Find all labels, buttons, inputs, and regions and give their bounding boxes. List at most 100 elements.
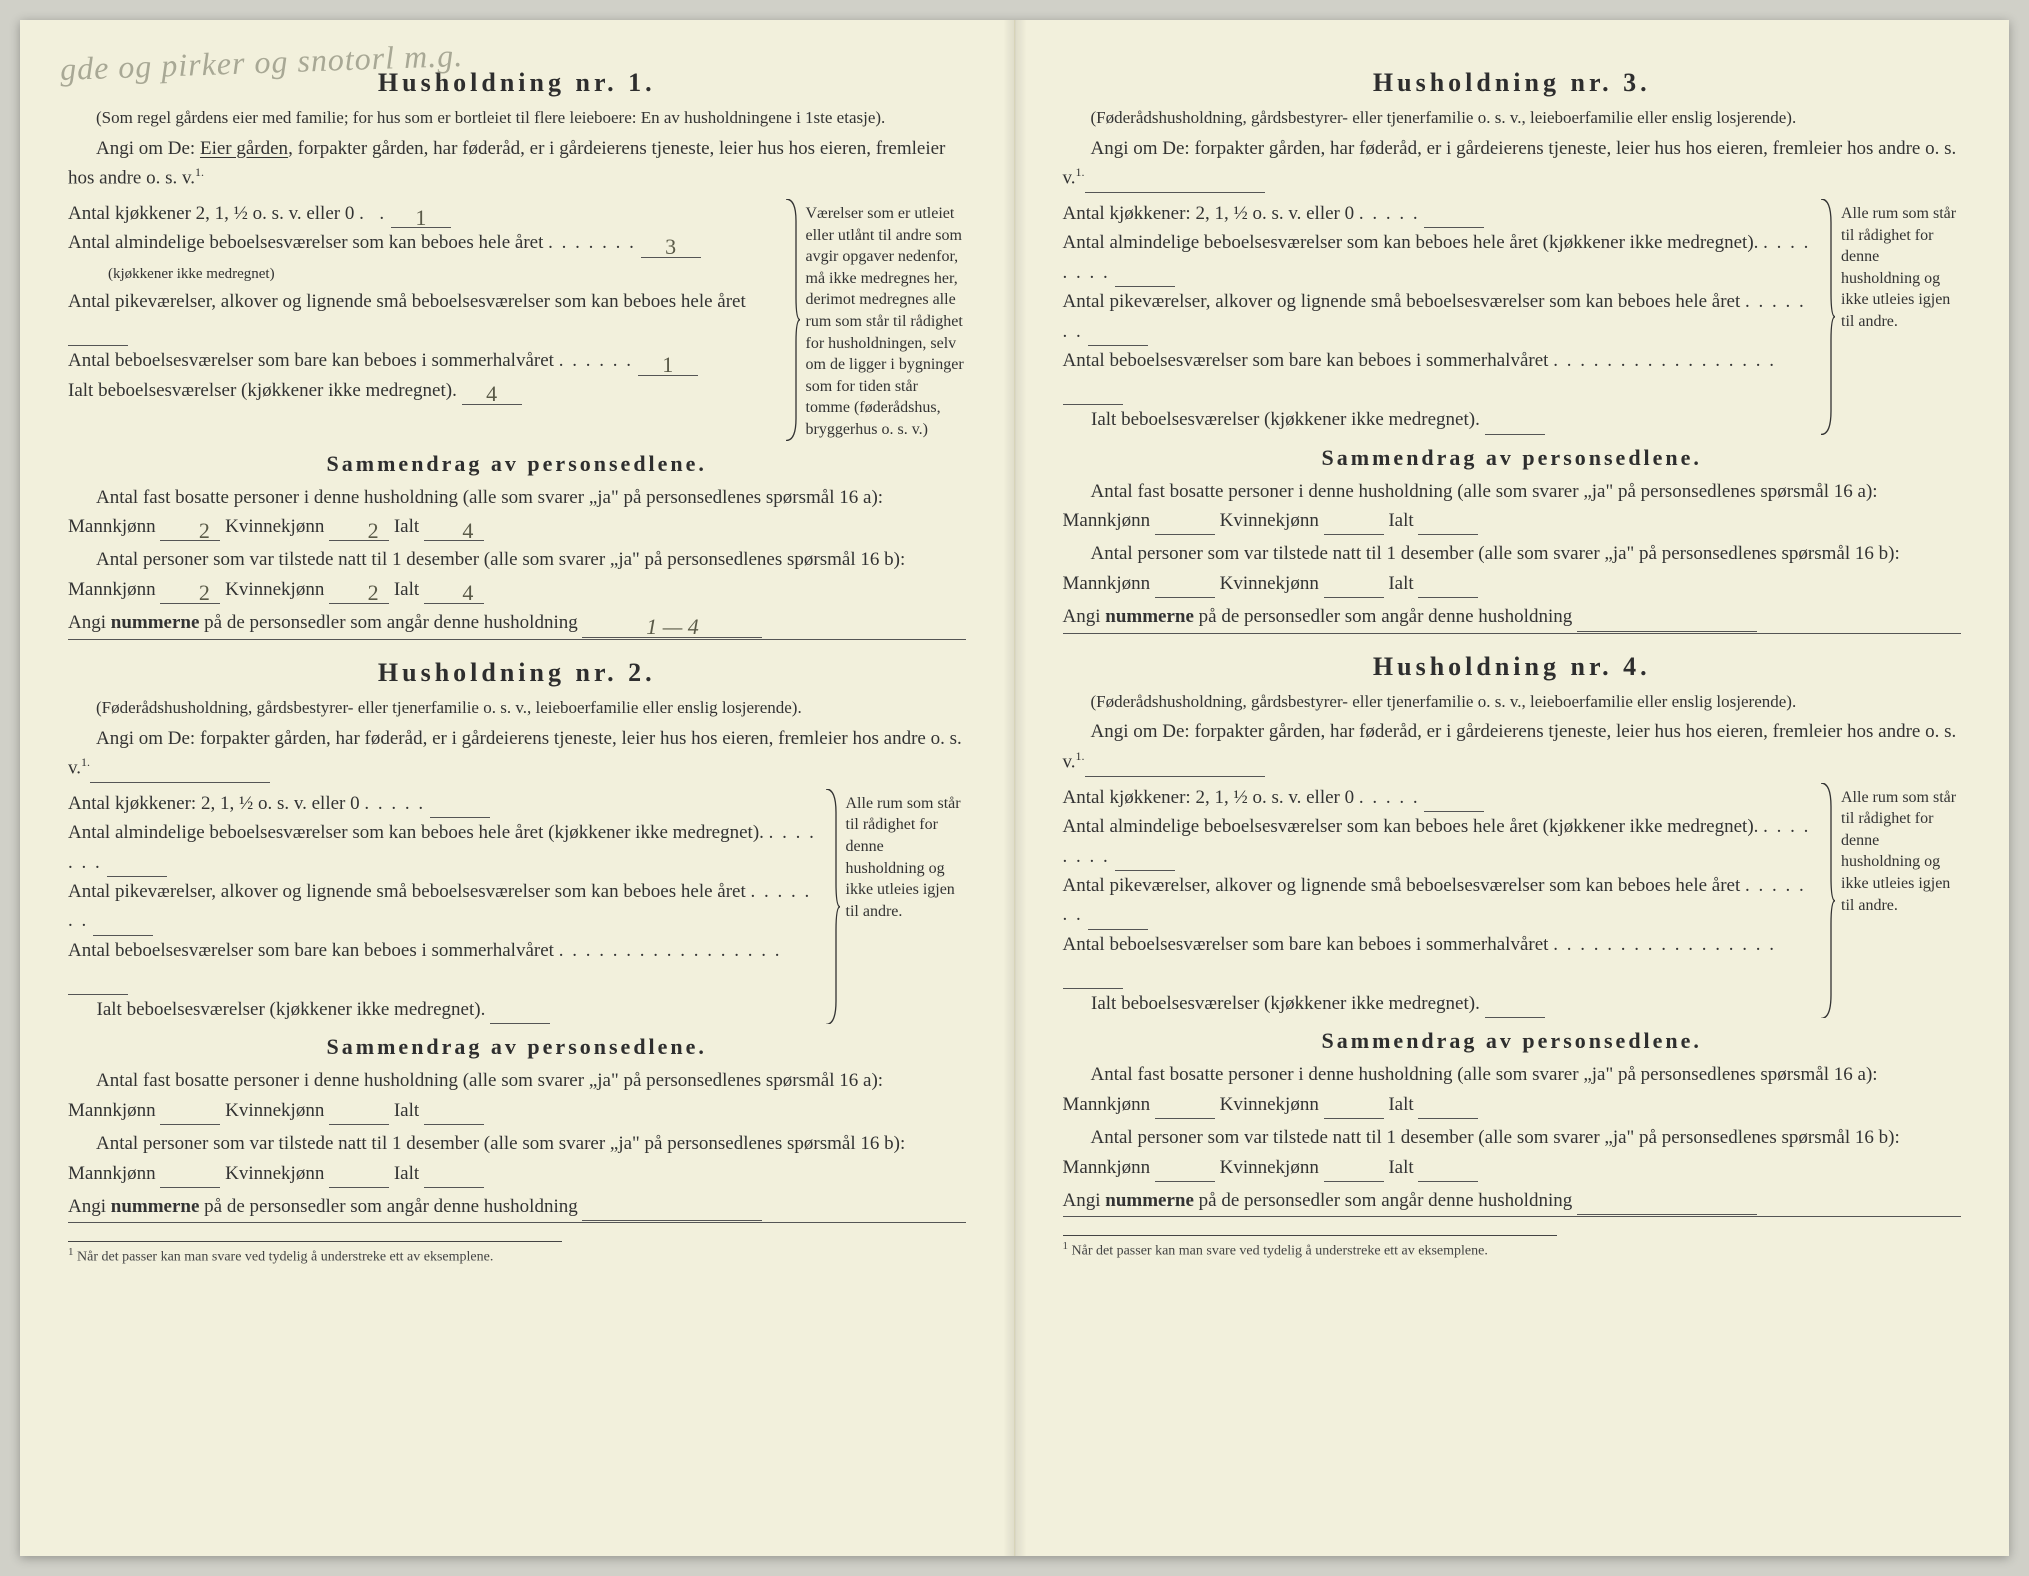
h2-questions-row: Antal kjøkkener: 2, 1, ½ o. s. v. eller … <box>68 789 966 1025</box>
h1-q-ialt-text: Ialt beboelsesværelser (kjøkkener ikke m… <box>68 380 457 401</box>
h4-fast-k-lbl: Kvinnekjønn <box>1220 1094 1319 1115</box>
h3-nummerne: Angi nummerne på de personsedler som ang… <box>1063 602 1962 633</box>
h4-subtitle: (Føderådshusholdning, gårdsbestyrer- ell… <box>1063 690 1962 714</box>
h2-q-sommer: Antal beboelsesværelser som bare kan beb… <box>68 936 818 995</box>
h2-sammendrag-title: Sammendrag av personsedlene. <box>68 1034 966 1060</box>
h1-fast-m: 2 <box>160 521 220 542</box>
h4-sammendrag-title: Sammendrag av personsedlene. <box>1063 1028 1962 1054</box>
h1-num-bold: nummerne <box>111 612 200 633</box>
h3-q-kitchens: Antal kjøkkener: 2, 1, ½ o. s. v. eller … <box>1063 199 1814 228</box>
h1-num-val: 1 — 4 <box>582 617 762 638</box>
h3-questions-row: Antal kjøkkener: 2, 1, ½ o. s. v. eller … <box>1063 199 1962 435</box>
h3-fast-i-lbl: Ialt <box>1388 510 1413 531</box>
h3-angi-text: Angi om De: forpakter gården, har føderå… <box>1063 138 1957 189</box>
h3-q-ialt-text: Ialt beboelsesværelser (kjøkkener ikke m… <box>1091 409 1480 430</box>
brace-icon <box>1819 199 1835 435</box>
h1-q-alm: Antal almindelige beboelsesværelser som … <box>68 228 778 287</box>
h3-fast-text: Antal fast bosatte personer i denne hush… <box>1063 481 1878 531</box>
h1-nummerne: Angi nummerne på de personsedler som ang… <box>68 608 966 639</box>
h1-angi-underlined: Eier gården <box>200 138 288 159</box>
h3-v-ialt <box>1485 434 1545 435</box>
h4-angi-text: Angi om De: forpakter gården, har føderå… <box>1063 721 1957 772</box>
h4-tilst-text: Antal personer som var tilstede natt til… <box>1063 1127 1900 1177</box>
h3-num-bold: nummerne <box>1105 606 1194 627</box>
footnote-marker: 1 <box>1063 1240 1069 1252</box>
h2-tilst-k <box>329 1187 389 1188</box>
h3-angi: Angi om De: forpakter gården, har føderå… <box>1063 134 1962 193</box>
h3-fast-k-lbl: Kvinnekjønn <box>1220 510 1319 531</box>
h3-tilst-k-lbl: Kvinnekjønn <box>1220 573 1319 594</box>
h1-q-pike-text: Antal pikeværelser, alkover og lignende … <box>68 291 746 312</box>
h1-q-kitchens: Antal kjøkkener 2, 1, ½ o. s. v. eller 0… <box>68 199 778 228</box>
h2-angi-sup: 1. <box>81 755 90 769</box>
h1-questions: Antal kjøkkener 2, 1, ½ o. s. v. eller 0… <box>68 199 778 441</box>
h4-q-alm-text: Antal almindelige beboelsesværelser som … <box>1063 816 1759 837</box>
h4-q-kitchens: Antal kjøkkener: 2, 1, ½ o. s. v. eller … <box>1063 783 1814 812</box>
h1-angi-sup: 1. <box>195 165 204 179</box>
h4-questions: Antal kjøkkener: 2, 1, ½ o. s. v. eller … <box>1063 783 1814 1019</box>
h3-tilst-m <box>1155 597 1215 598</box>
h1-v-sommer: 1 <box>638 355 698 376</box>
h3-angi-blank <box>1085 192 1265 193</box>
h1-tilst-i-lbl: Ialt <box>394 579 419 600</box>
h1-brace-note: Værelser som er utleiet eller utlånt til… <box>806 199 966 441</box>
h4-tilst-k-lbl: Kvinnekjønn <box>1220 1157 1319 1178</box>
h1-fast-k: 2 <box>329 521 389 542</box>
h3-q-pike-text: Antal pikeværelser, alkover og lignende … <box>1063 291 1741 312</box>
h1-v-kitchens: 1 <box>391 208 451 229</box>
h4-tilst-i <box>1418 1181 1478 1182</box>
h2-q-pike-text: Antal pikeværelser, alkover og lignende … <box>68 881 746 902</box>
h2-fast-i-lbl: Ialt <box>394 1100 419 1121</box>
h1-q-pike: Antal pikeværelser, alkover og lignende … <box>68 287 778 346</box>
h2-num-post: på de personsedler som angår denne husho… <box>199 1196 577 1217</box>
h2-q-kitchens: Antal kjøkkener: 2, 1, ½ o. s. v. eller … <box>68 789 818 818</box>
h1-q-alm-note: (kjøkkener ikke medregnet) <box>68 266 275 282</box>
h3-questions: Antal kjøkkener: 2, 1, ½ o. s. v. eller … <box>1063 199 1814 435</box>
page-right: Husholdning nr. 3. (Føderådshusholdning,… <box>1015 20 2010 1556</box>
h3-title: Husholdning nr. 3. <box>1063 68 1962 98</box>
h1-q-sommer-text: Antal beboelsesværelser som bare kan beb… <box>68 350 554 371</box>
h2-fast-m <box>160 1124 220 1125</box>
h4-q-kitchens-text: Antal kjøkkener: 2, 1, ½ o. s. v. eller … <box>1063 787 1355 808</box>
h3-fast-k <box>1324 534 1384 535</box>
h2-tilst-i-lbl: Ialt <box>394 1163 419 1184</box>
h1-angi-pre: Angi om De: <box>96 138 200 159</box>
h3-q-kitchens-text: Antal kjøkkener: 2, 1, ½ o. s. v. eller … <box>1063 203 1355 224</box>
h3-tilstede: Antal personer som var tilstede natt til… <box>1063 539 1962 598</box>
h1-tilst-k-lbl: Kvinnekjønn <box>225 579 324 600</box>
h1-fast: Antal fast bosatte personer i denne hush… <box>68 483 966 542</box>
h2-tilst-m <box>160 1187 220 1188</box>
h4-q-ialt: Ialt beboelsesværelser (kjøkkener ikke m… <box>1063 989 1814 1018</box>
h2-brace-note: Alle rum som står til rådighet for denne… <box>846 789 966 1025</box>
h4-tilst-i-lbl: Ialt <box>1388 1157 1413 1178</box>
h4-num-bold: nummerne <box>1105 1190 1194 1211</box>
document-spread: gde og pirker og snotorl m.g. Husholdnin… <box>20 20 2009 1556</box>
h4-tilst-m <box>1155 1181 1215 1182</box>
h4-questions-row: Antal kjøkkener: 2, 1, ½ o. s. v. eller … <box>1063 783 1962 1019</box>
husholdning-3: Husholdning nr. 3. (Føderådshusholdning,… <box>1063 68 1962 634</box>
h1-q-kitchens-text: Antal kjøkkener 2, 1, ½ o. s. v. eller 0 <box>68 203 354 224</box>
h4-q-sommer: Antal beboelsesværelser som bare kan beb… <box>1063 930 1814 989</box>
h2-fast-k-lbl: Kvinnekjønn <box>225 1100 324 1121</box>
h1-subtitle: (Som regel gårdens eier med familie; for… <box>68 106 966 130</box>
h4-brace-note: Alle rum som står til rådighet for denne… <box>1841 783 1961 1019</box>
h3-num-val <box>1577 631 1757 632</box>
h4-tilst-k <box>1324 1181 1384 1182</box>
h1-fast-i: 4 <box>424 521 484 542</box>
h1-tilst-m: 2 <box>160 583 220 604</box>
h1-fast-k-lbl: Kvinnekjønn <box>225 516 324 537</box>
h2-title: Husholdning nr. 2. <box>68 658 966 688</box>
h3-tilst-i <box>1418 597 1478 598</box>
footnote-right: 1 Når det passer kan man svare ved tydel… <box>1063 1235 1557 1260</box>
h4-fast: Antal fast bosatte personer i denne hush… <box>1063 1060 1962 1119</box>
h4-fast-i <box>1418 1118 1478 1119</box>
h1-q-alm-text: Antal almindelige beboelsesværelser som … <box>68 232 543 253</box>
h2-q-pike: Antal pikeværelser, alkover og lignende … <box>68 877 818 936</box>
h2-q-ialt: Ialt beboelsesværelser (kjøkkener ikke m… <box>68 995 818 1024</box>
h1-sammendrag-title: Sammendrag av personsedlene. <box>68 451 966 477</box>
h4-fast-k <box>1324 1118 1384 1119</box>
h4-angi-blank <box>1085 776 1265 777</box>
h3-tilst-k <box>1324 597 1384 598</box>
brace-icon <box>1819 783 1835 1019</box>
h4-title: Husholdning nr. 4. <box>1063 652 1962 682</box>
